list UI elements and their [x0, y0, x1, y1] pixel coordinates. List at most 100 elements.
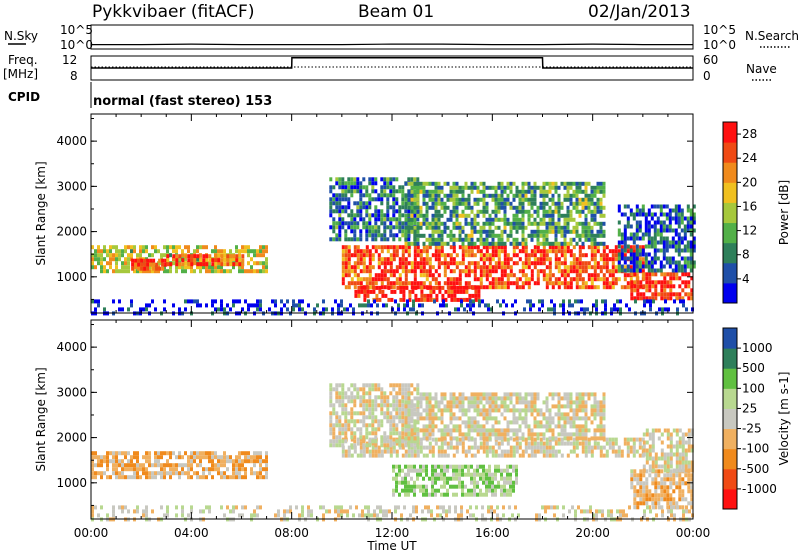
data-cell: [616, 307, 619, 312]
data-cell: [404, 261, 408, 266]
data-cell: [383, 189, 387, 194]
data-cell: [392, 395, 396, 400]
data-cell: [253, 471, 256, 476]
data-cell: [407, 241, 411, 246]
data-cell: [491, 392, 495, 397]
data-cell: [479, 189, 483, 194]
data-cell: [666, 284, 670, 289]
data-cell: [115, 261, 118, 266]
data-cell: [340, 299, 343, 304]
data-cell: [452, 233, 456, 238]
data-cell: [611, 281, 615, 286]
data-cell: [428, 265, 432, 270]
data-cell: [431, 445, 435, 450]
data-cell: [169, 467, 172, 472]
data-cell: [669, 272, 673, 277]
data-cell: [341, 439, 345, 444]
data-cell: [536, 269, 540, 274]
data-cell: [575, 265, 579, 270]
data-cell: [542, 181, 546, 186]
data-cell: [458, 233, 462, 238]
data-cell: [112, 467, 115, 472]
data-cell: [602, 193, 606, 198]
data-cell: [638, 264, 642, 269]
data-cell: [617, 277, 621, 282]
data-cell: [437, 281, 441, 286]
data-cell: [455, 428, 459, 433]
data-cell: [626, 249, 630, 254]
data-cell: [623, 236, 627, 241]
data-cell: [503, 189, 507, 194]
data-cell: [395, 439, 399, 444]
data-cell: [91, 261, 94, 266]
data-cell: [148, 253, 151, 258]
data-cell: [443, 193, 447, 198]
data-cell: [344, 395, 348, 400]
data-cell: [563, 412, 567, 417]
data-cell: [407, 480, 410, 485]
data-cell: [473, 269, 477, 274]
data-cell: [476, 396, 480, 401]
data-cell: [446, 468, 449, 473]
data-cell: [554, 233, 558, 238]
data-cell: [398, 431, 402, 436]
data-cell: [329, 443, 333, 448]
data-cell: [395, 488, 398, 493]
data-cell: [593, 233, 597, 238]
data-cell: [429, 285, 433, 290]
data-cell: [241, 265, 244, 270]
data-cell: [211, 463, 214, 468]
data-cell: [545, 408, 549, 413]
data-cell: [395, 441, 399, 446]
data-cell: [474, 293, 478, 298]
data-cell: [461, 445, 465, 450]
data-cell: [368, 229, 372, 234]
data-cell: [395, 480, 398, 485]
colorbar-swatch: [723, 202, 737, 224]
data-cell: [365, 449, 369, 454]
data-cell: [232, 299, 235, 304]
data-cell: [416, 241, 420, 246]
data-cell: [521, 400, 525, 405]
data-cell: [395, 395, 399, 400]
data-cell: [599, 424, 603, 429]
data-cell: [416, 400, 420, 405]
data-cell: [599, 265, 603, 270]
data-cell: [673, 299, 676, 304]
data-cell: [419, 181, 423, 186]
data-cell: [449, 432, 453, 437]
data-cell: [413, 177, 417, 182]
data-cell: [145, 269, 148, 274]
data-cell: [533, 249, 537, 254]
data-cell: [476, 480, 479, 485]
data-cell: [539, 233, 543, 238]
data-cell: [428, 420, 432, 425]
data-cell: [226, 254, 230, 259]
data-cell: [524, 392, 528, 397]
data-cell: [593, 404, 597, 409]
data-cell: [497, 396, 501, 401]
data-cell: [515, 229, 519, 234]
data-cell: [380, 407, 384, 412]
data-cell: [689, 232, 693, 237]
data-cell: [593, 261, 597, 266]
data-cell: [395, 431, 399, 436]
data-cell: [172, 463, 175, 468]
data-cell: [527, 404, 531, 409]
data-cell: [368, 205, 372, 210]
data-cell: [338, 383, 342, 388]
data-cell: [458, 277, 462, 282]
data-cell: [542, 424, 546, 429]
data-cell: [422, 416, 426, 421]
data-cell: [660, 288, 664, 293]
data-cell: [581, 229, 585, 234]
y-tick-label: 2000: [56, 225, 87, 239]
data-cell: [569, 416, 573, 421]
data-cell: [581, 432, 585, 437]
data-cell: [650, 268, 654, 273]
data-cell: [500, 185, 504, 190]
data-cell: [497, 257, 501, 262]
data-cell: [482, 285, 486, 290]
data-cell: [593, 269, 597, 274]
data-cell: [614, 441, 618, 446]
